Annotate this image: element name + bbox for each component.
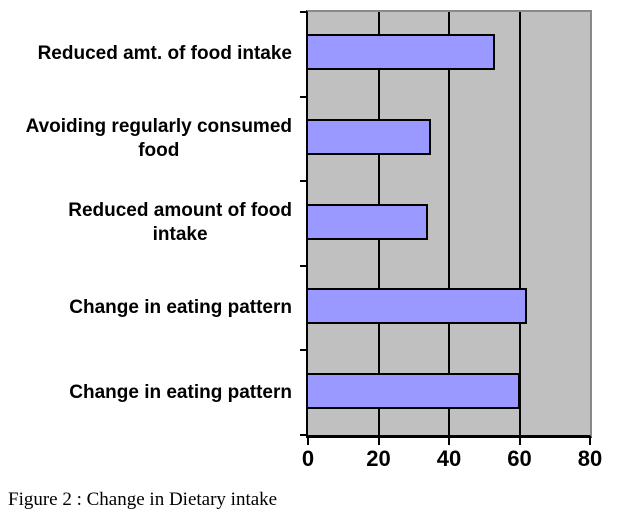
value-axis-labels: 0 20 40 60 80: [302, 446, 602, 473]
category-label-text: Reduced amount of food intake: [68, 200, 292, 246]
x-axis-tick: [589, 438, 591, 445]
y-axis-tick: [300, 11, 306, 13]
figure-caption: Figure 2 : Change in Dietary intake: [8, 489, 278, 510]
x-tick-label: 0: [301, 446, 315, 471]
y-axis-tick: [300, 180, 306, 183]
gridline: [448, 12, 450, 435]
bar: [308, 118, 432, 155]
y-axis-tick: [300, 349, 306, 352]
x-axis-tick: [307, 438, 309, 445]
category-label: Reduced amt. of food intake: [0, 12, 292, 97]
category-label-text: Reduced amt. of food intake: [37, 43, 292, 65]
category-label-text: Avoiding regularly consumed food: [25, 115, 292, 161]
category-label: Reduced amount of food intake: [0, 181, 292, 266]
y-axis-tick: [300, 95, 306, 98]
x-tick-label: 20: [366, 446, 391, 471]
x-tick-label: 80: [577, 446, 603, 471]
x-tick-label: 60: [507, 446, 532, 471]
bar: [308, 203, 428, 240]
category-label-text: Change in eating pattern: [69, 297, 292, 319]
category-label: Change in eating pattern: [0, 350, 292, 435]
x-axis-tick: [448, 438, 450, 445]
category-label: Change in eating pattern: [0, 266, 292, 351]
x-axis-tick: [518, 438, 521, 445]
y-axis-tick: [300, 264, 306, 267]
category-axis-labels: Reduced amt. of food intake Avoiding regu…: [0, 12, 292, 435]
x-axis-tick: [377, 438, 380, 445]
plot-area: [300, 10, 592, 445]
x-tick-label: 40: [436, 446, 462, 471]
y-axis-tick: [300, 434, 306, 436]
gridline: [518, 12, 521, 435]
bar: [308, 288, 527, 325]
bar: [308, 34, 495, 71]
category-label-text: Change in eating pattern: [69, 381, 292, 403]
bar: [308, 372, 520, 409]
category-label: Avoiding regularly consumed food: [0, 97, 292, 182]
